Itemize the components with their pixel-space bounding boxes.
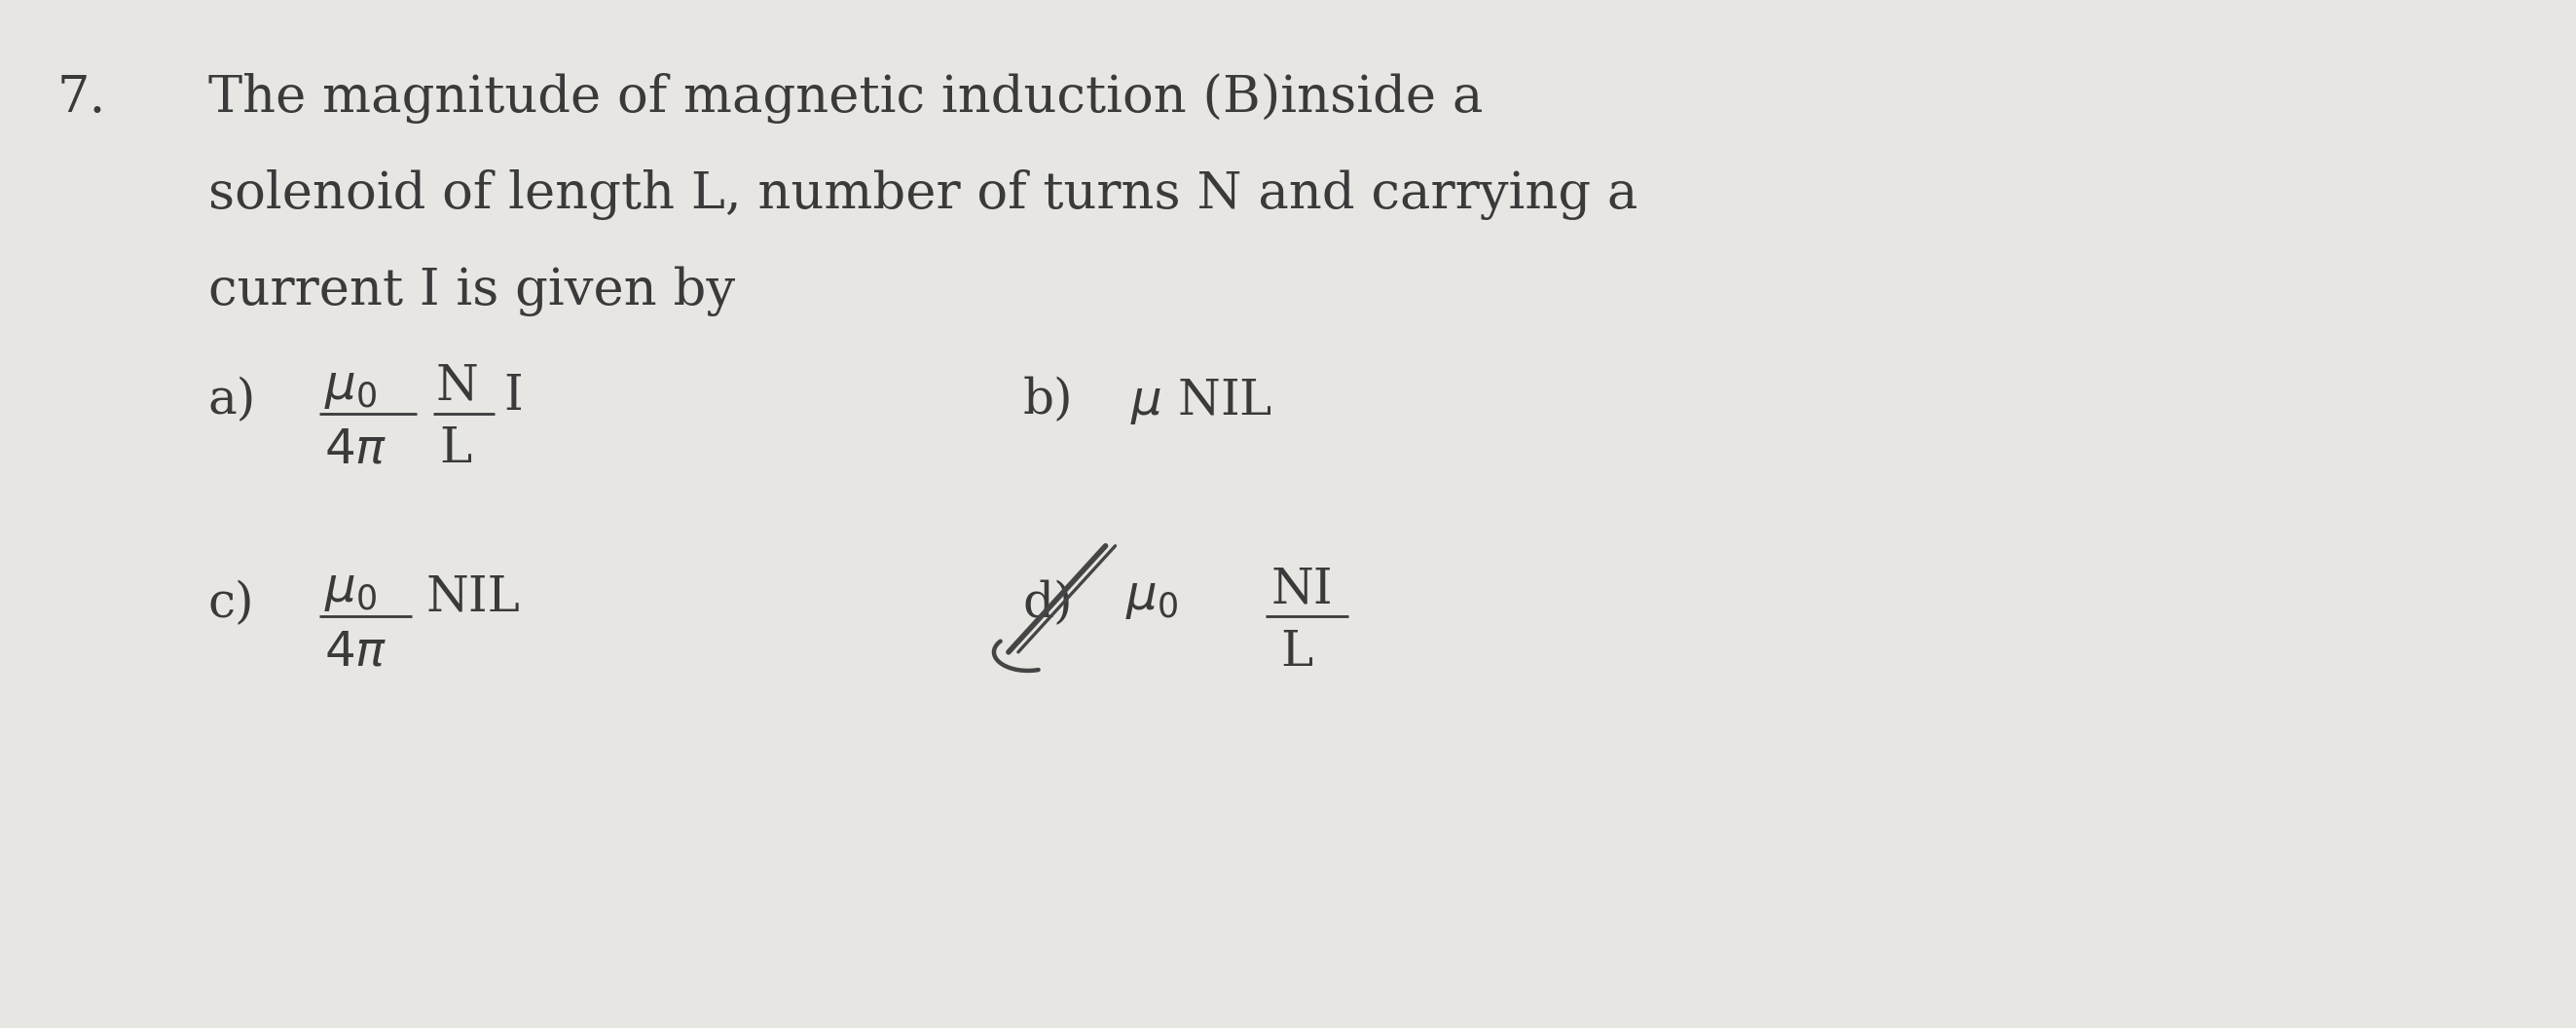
Text: $4\pi$: $4\pi$: [325, 426, 386, 473]
Text: $\mu_0$: $\mu_0$: [325, 565, 376, 614]
Text: L: L: [438, 426, 471, 473]
Text: The magnitude of magnetic induction (B)inside a: The magnitude of magnetic induction (B)i…: [209, 73, 1484, 123]
Text: c): c): [209, 580, 255, 628]
Text: current I is given by: current I is given by: [209, 266, 734, 316]
Text: I: I: [505, 372, 523, 420]
Text: a): a): [209, 377, 255, 425]
Text: N: N: [435, 362, 479, 410]
Text: $4\pi$: $4\pi$: [325, 628, 386, 676]
Text: L: L: [1280, 628, 1314, 676]
Text: $\mu_0$: $\mu_0$: [1126, 573, 1177, 621]
Text: NI: NI: [1270, 565, 1332, 614]
Text: NIL: NIL: [425, 573, 520, 621]
Text: b): b): [1023, 377, 1074, 425]
Text: $\mu_0$: $\mu_0$: [325, 362, 376, 410]
Text: d): d): [1023, 580, 1074, 628]
Text: $\mu$ NIL: $\mu$ NIL: [1131, 377, 1273, 427]
Text: 7.: 7.: [57, 73, 106, 122]
Text: solenoid of length L, number of turns N and carrying a: solenoid of length L, number of turns N …: [209, 170, 1638, 220]
